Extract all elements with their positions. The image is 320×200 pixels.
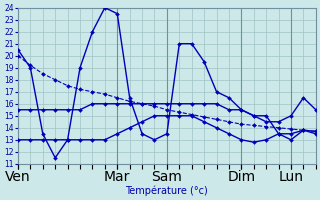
X-axis label: Température (°c): Température (°c) xyxy=(125,185,208,196)
